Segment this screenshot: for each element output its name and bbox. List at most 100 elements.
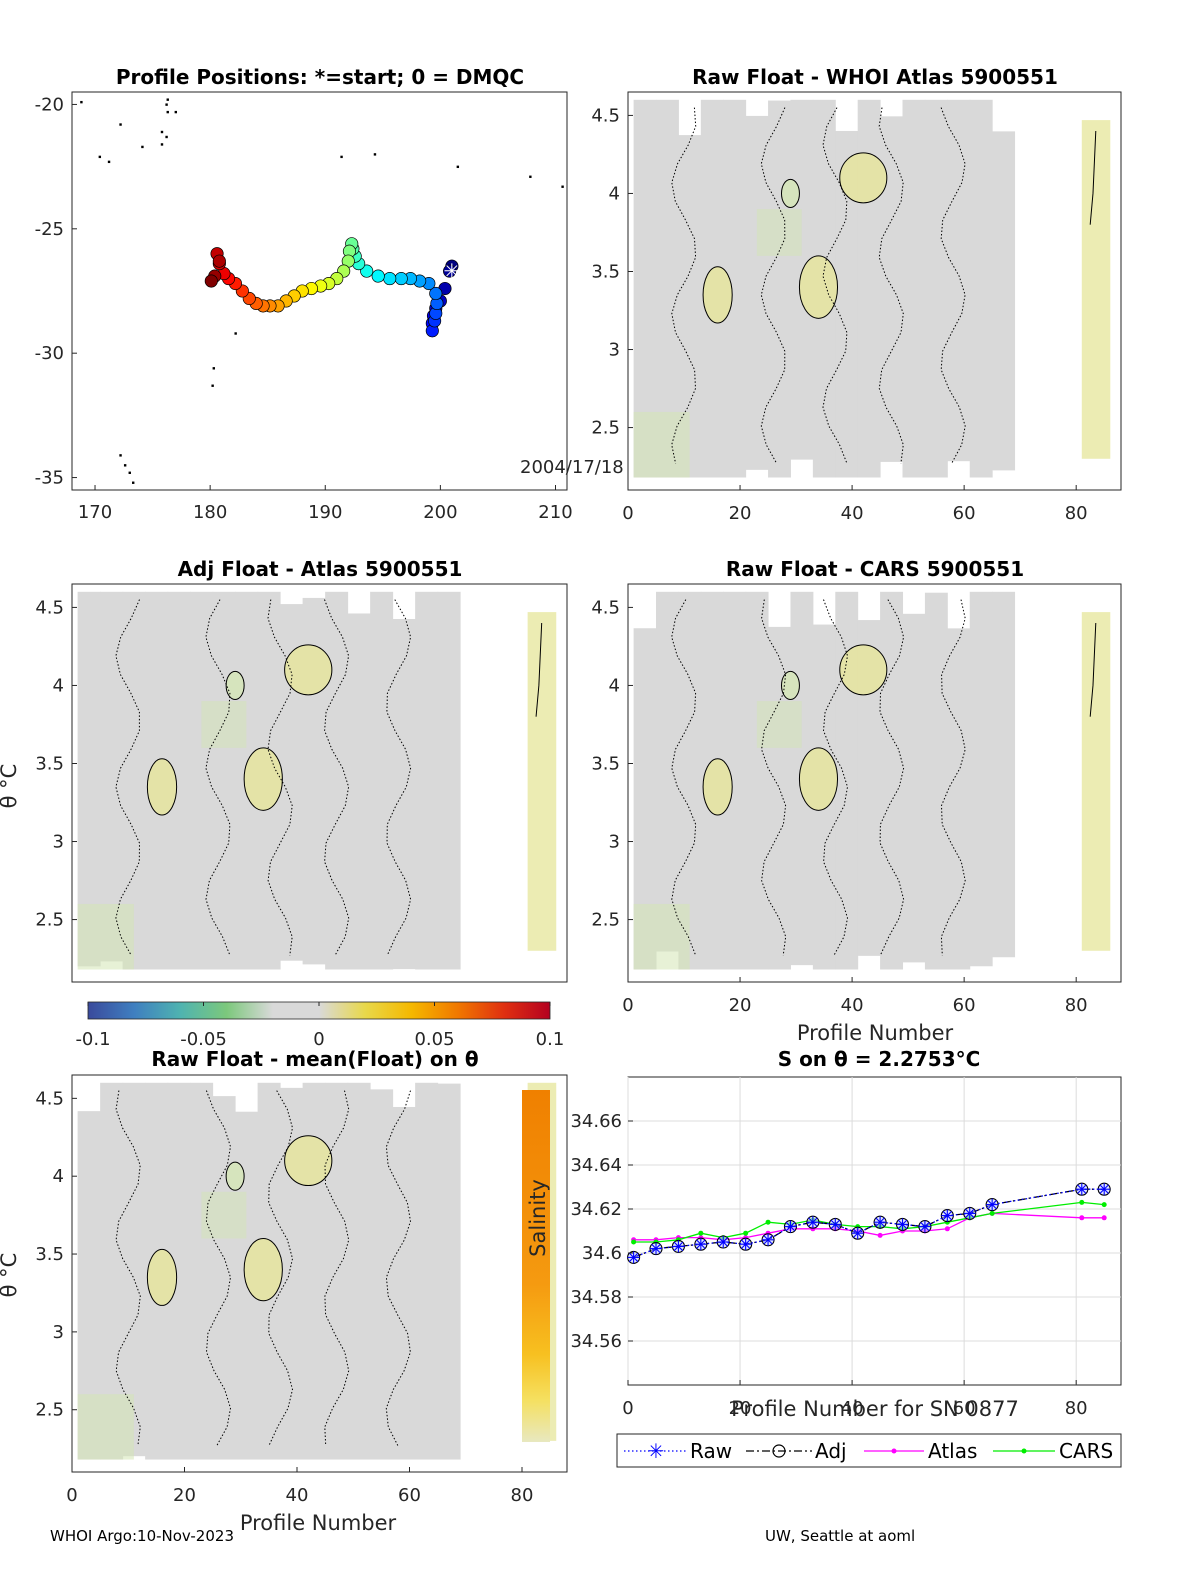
coast-point: [340, 155, 343, 159]
point-raw: [986, 1198, 999, 1211]
field-cell: [947, 628, 971, 970]
y-tick-label: 3: [53, 1322, 64, 1343]
raw-star-stroke: [1099, 1184, 1109, 1194]
x-tick-label: 20: [729, 1398, 752, 1419]
contour-solid: [781, 670, 800, 700]
profile-position: [371, 269, 385, 283]
map-y-tick-label: -30: [35, 343, 64, 364]
raw-star-stroke: [853, 1228, 863, 1238]
field-cell: [190, 1082, 214, 1460]
contour-solid: [702, 758, 733, 816]
field-cell: [880, 591, 904, 970]
coast-point: [166, 110, 169, 114]
point-raw: [874, 1216, 887, 1229]
contour-solid: [146, 1248, 178, 1306]
x-tick-label: 40: [841, 1398, 864, 1419]
contour-zero: [386, 599, 412, 956]
colorbar-tick-label: -0.05: [180, 1029, 227, 1050]
raw-mean-ylabel: θ °C: [0, 1253, 21, 1298]
map-x-tick-label: 210: [538, 502, 572, 523]
field-cell: [723, 591, 747, 970]
footer-right: UW, Seattle at aoml: [765, 1527, 915, 1545]
coast-point: [373, 153, 377, 156]
y-tick-label: 4.5: [35, 597, 64, 618]
y-tick-label: 3: [609, 340, 620, 361]
map-panel: ✳ 170 180 190 200 210 -20 -25 -30 -35 2004/17/18: [35, 91, 624, 523]
contour-zero: [205, 599, 231, 956]
coast-point: [174, 110, 178, 114]
x-tick-label: 0: [66, 1485, 77, 1506]
contour-solid: [243, 1237, 283, 1302]
contour-solid: [839, 152, 888, 204]
field-cell: [992, 591, 1016, 958]
y-tick-label: 34.64: [570, 1155, 622, 1176]
y-tick-label: 3: [609, 832, 620, 853]
y-tick-label: 2.5: [591, 418, 620, 439]
y-tick-label: 4.5: [591, 597, 620, 618]
map-title: Profile Positions: *=start; 0 = DMQC: [116, 65, 524, 89]
profile-position: [360, 264, 374, 278]
coast-point: [561, 185, 564, 188]
coast-point: [529, 175, 532, 178]
contour-solid: [284, 644, 333, 696]
point-raw: [650, 1242, 663, 1255]
coast-point: [119, 454, 122, 457]
y-tick-label: 4: [609, 183, 620, 204]
contour-solid: [781, 178, 800, 208]
raw-whoi-panel: 4.5 4 3.5 3 2.5 0 20 40 60 80: [591, 91, 1122, 524]
contour-solid: [1089, 622, 1097, 717]
raw-mean-xlabel: Profile Number: [240, 1511, 397, 1535]
raw-cars-title: Raw Float - CARS 5900551: [726, 557, 1024, 581]
coast-point: [98, 155, 102, 159]
raw-star-stroke: [808, 1217, 818, 1227]
raw-whoi-title: Raw Float - WHOI Atlas 5900551: [692, 65, 1058, 89]
x-tick-label: 60: [953, 995, 976, 1016]
field-tint: [77, 903, 134, 970]
contour-zero: [268, 1090, 294, 1446]
y-tick-label: 3.5: [35, 1244, 64, 1265]
field-cell: [947, 99, 971, 462]
anomaly-fill: [799, 255, 838, 319]
x-tick-label: 20: [173, 1485, 196, 1506]
colorbar-tick-label: 0.05: [414, 1029, 454, 1050]
field-tint: [77, 1394, 134, 1460]
anomaly-fill: [284, 1135, 332, 1186]
contour-zero: [761, 599, 787, 956]
adj-atlas-panel: 4.5 4 3.5 3 2.5: [35, 583, 568, 983]
salinity-bar: [522, 1090, 550, 1442]
anomaly-fill: [799, 747, 838, 811]
contour-solid: [798, 255, 839, 319]
s-on-theta-xlabel: Profile Number for SN 0877: [731, 1397, 1019, 1421]
legend-adj-marker: [772, 1444, 786, 1458]
contour-zero: [205, 1090, 232, 1446]
raw-star-stroke: [920, 1221, 930, 1232]
field-cell: [370, 1089, 394, 1460]
point-raw: [784, 1220, 797, 1233]
point-cars: [631, 1239, 637, 1245]
field-cell: [633, 628, 657, 970]
raw-star-stroke: [875, 1217, 885, 1227]
y-tick-label: 34.56: [570, 1331, 622, 1352]
coast-point: [234, 332, 237, 335]
point-cars: [765, 1219, 771, 1225]
axes-frame: [627, 91, 1122, 491]
coast-point: [165, 135, 168, 139]
raw-star-stroke: [897, 1219, 908, 1230]
point-raw: [963, 1207, 976, 1220]
anomaly-fill: [284, 644, 332, 695]
field-cell: [745, 115, 769, 470]
legend-adj: Adj: [815, 1439, 847, 1463]
contour-zero: [822, 599, 849, 956]
contour-solid: [535, 622, 543, 717]
x-tick-label: 60: [398, 1485, 421, 1506]
y-tick-label: 2.5: [35, 1400, 64, 1421]
raw-mean-panel: 4.5 4 3.5 3 2.5 0 20 40 60 80: [35, 1074, 568, 1506]
profile-position: [443, 264, 457, 278]
s-on-theta-title: S on θ = 2.2753°C: [778, 1047, 981, 1071]
contour-solid: [243, 747, 283, 811]
map-coastline: [80, 98, 564, 484]
raw-star-stroke: [740, 1239, 751, 1249]
profile-position: [394, 272, 408, 286]
field-cell: [835, 130, 859, 478]
x-tick-label: 80: [511, 1485, 534, 1506]
